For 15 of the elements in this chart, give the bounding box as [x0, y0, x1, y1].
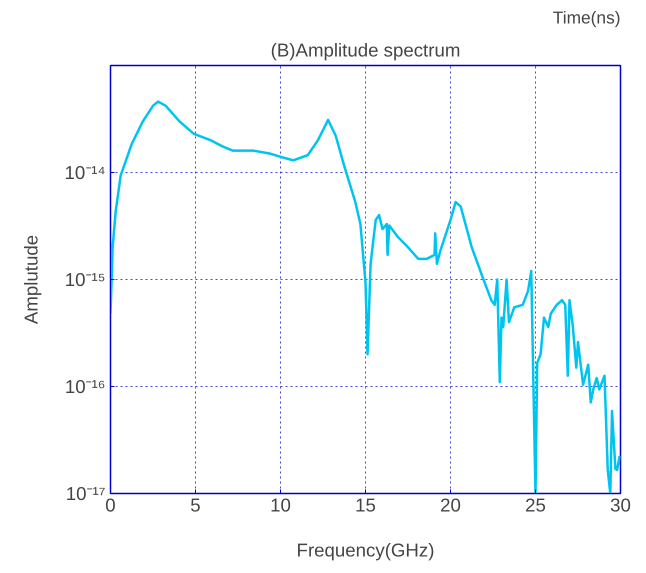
x-axis-title: Frequency(GHz)	[296, 540, 434, 560]
y-tick-label: 10⁻¹⁴	[64, 162, 106, 183]
x-tick-label: 30	[610, 494, 631, 516]
y-axis-title: Amplutude	[20, 234, 42, 324]
x-tick-label: 0	[105, 494, 116, 516]
text: Time(ns)	[552, 8, 621, 28]
x-tick-label: 20	[440, 494, 461, 516]
x-tick-label: 25	[525, 494, 546, 516]
y-tick-label: 10⁻¹⁷	[66, 483, 106, 504]
y-tick-label: 10⁻¹⁵	[64, 269, 106, 290]
x-tick-label: 15	[355, 494, 376, 516]
chart-title: (B)Amplitude spectrum	[270, 40, 460, 60]
y-tick-label: 10⁻¹⁶	[64, 376, 106, 397]
x-tick-label: 10	[270, 494, 291, 516]
x-tick-label: 5	[190, 494, 201, 516]
